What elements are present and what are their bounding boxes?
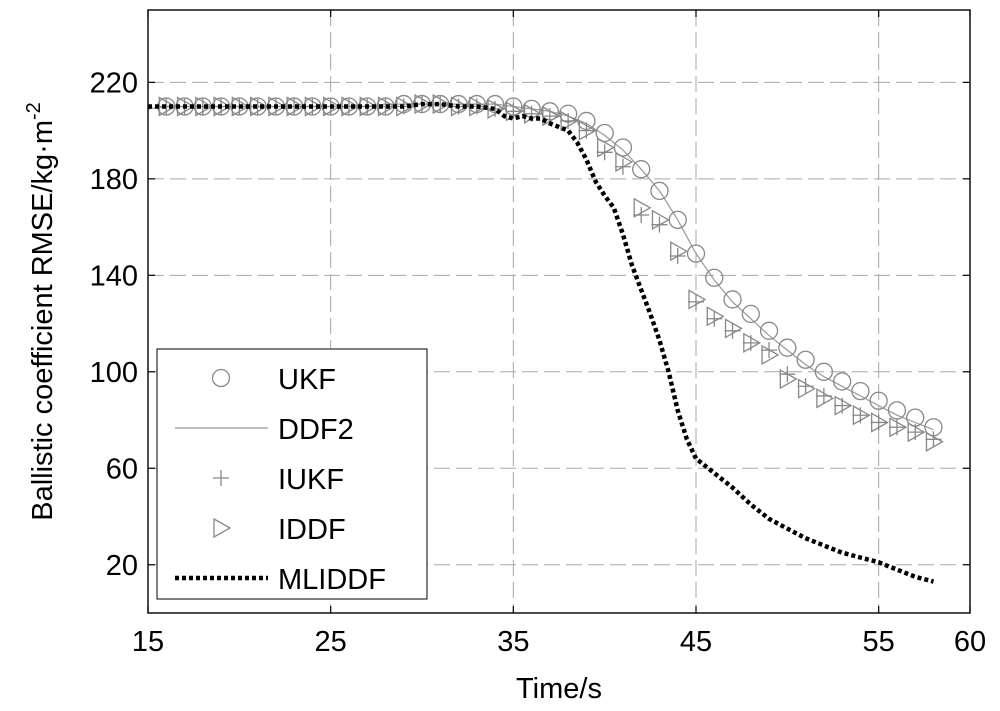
data-point-ukf [467,94,486,114]
x-tick-label: 15 [132,626,164,658]
x-tick-label: 45 [680,626,712,658]
series-mliddf [148,101,935,584]
data-point-ukf [851,381,870,401]
data-point-ukf [540,102,560,121]
data-point-ukf [887,401,907,420]
data-point-iddf [706,306,725,327]
data-point-iddf [925,431,944,452]
data-point-ukf [814,362,834,381]
y-axis-label-superscript: -2 [23,102,45,120]
y-tick-label: 20 [106,550,138,582]
series-iddf [158,93,944,452]
x-tick-label: 25 [315,626,347,658]
data-point-iddf [816,388,835,409]
data-point-ukf [686,244,706,263]
data-point-iddf [578,120,597,141]
data-point-ukf [924,418,943,437]
legend-box [156,348,428,600]
legend: UKF DDF2 IUKF IDDF MLIDDF [156,348,428,600]
data-point-iddf [633,197,652,218]
data-point-iddf [560,110,579,132]
y-tick-label: 60 [106,453,138,485]
x-axis-label: Time/s [516,673,602,705]
data-point-ukf [558,104,578,123]
data-point-iddf [432,93,451,115]
data-point-iddf [195,96,214,117]
data-point-ukf [778,338,797,357]
data-point-ukf [759,321,779,340]
legend-label-ddf2: DDF2 [278,414,354,446]
data-point-iddf [377,96,396,117]
data-point-ukf [906,408,925,427]
legend-swatch-iukf [213,470,229,486]
data-point-ukf [796,350,815,369]
x-tick-label: 60 [954,626,986,658]
data-point-ukf [723,290,742,309]
data-point-iddf [743,332,762,353]
legend-label-iddf: IDDF [278,514,346,546]
y-axis-label: Ballistic coefficient RMSE/kg·m-2 [23,102,59,521]
data-point-iddf [907,421,926,443]
data-point-iddf [597,137,615,158]
legend-label-mliddf: MLIDDF [278,564,386,596]
data-point-ukf [632,160,651,179]
data-point-iddf [158,96,177,117]
y-tick-label: 140 [90,260,138,292]
data-point-iddf [834,395,853,416]
x-tick-label: 35 [497,626,529,658]
data-point-iddf [341,96,360,117]
data-point-ukf [705,268,724,287]
data-point-ukf [832,372,852,391]
y-axis-label-main: Ballistic coefficient RMSE/kg·m [27,120,59,521]
y-tick-label: 100 [90,357,138,389]
legend-swatch-iddf [213,517,232,539]
x-tick-label: 55 [863,626,895,658]
y-tick-label: 220 [90,67,138,99]
data-point-iddf [670,241,689,262]
data-point-iddf [852,405,871,426]
data-point-ukf [650,181,669,201]
data-point-ukf [394,94,413,114]
data-point-iddf [249,96,268,117]
data-point-iddf [286,96,305,117]
data-point-iddf [724,318,743,339]
data-point-ukf [741,304,760,324]
data-point-iddf [761,344,780,366]
data-point-iddf [651,209,670,230]
legend-swatch-ukf [211,368,231,388]
data-point-ukf [577,111,596,131]
series-line-mliddf [148,101,935,584]
data-point-iddf [797,378,816,399]
data-point-iddf [615,151,634,173]
data-point-iukf [633,207,650,224]
data-point-iddf [889,417,908,438]
data-point-ukf [504,97,523,116]
series-layer [147,93,944,584]
legend-label-ukf: UKF [278,364,336,396]
legend-label-iukf: IUKF [278,464,344,496]
data-point-ukf [869,391,888,410]
data-point-iddf [871,412,889,433]
data-point-ukf [485,94,505,114]
tick-layer: 15 25 35 45 55 60 20 60 100 140 180 220 [90,10,986,658]
y-tick-label: 180 [90,164,138,196]
data-point-ukf [613,138,633,157]
data-point-ukf [595,123,614,143]
data-point-iddf [779,368,798,390]
plot-frame [147,9,971,614]
data-point-ukf [668,210,687,229]
data-point-iddf [688,289,707,310]
